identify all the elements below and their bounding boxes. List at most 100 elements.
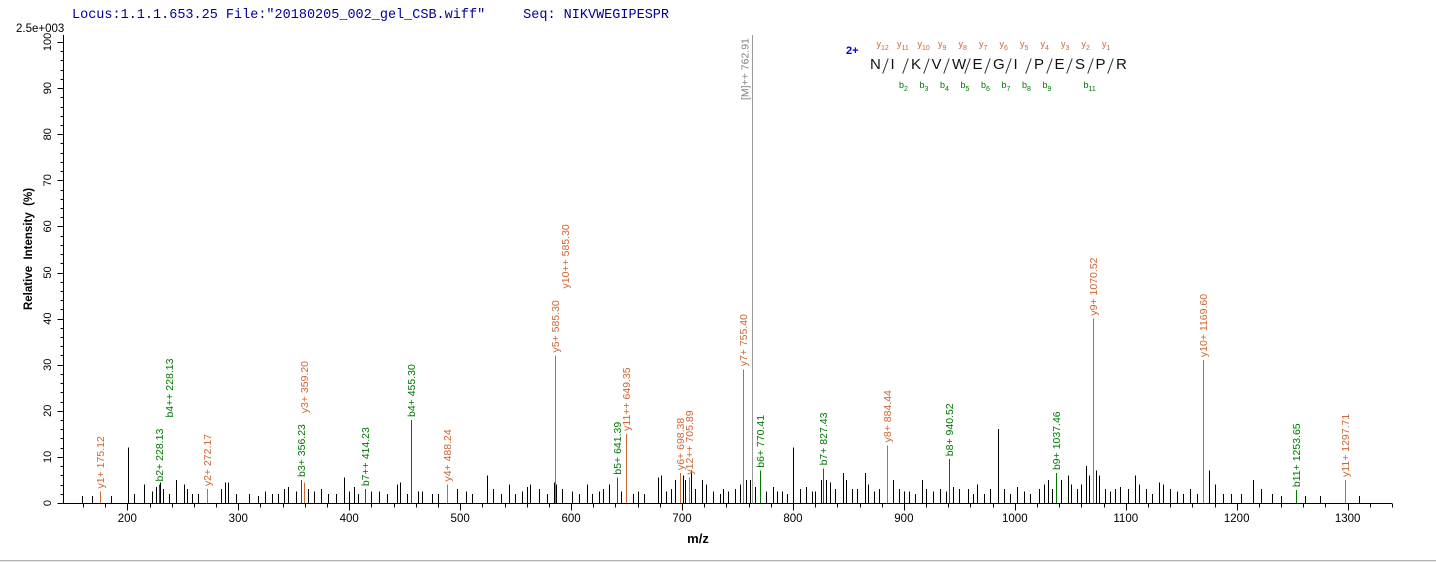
b-ion-label: b5 bbox=[960, 80, 970, 93]
y-ion-label: y2 bbox=[1081, 39, 1090, 52]
y-ion-label: y6 bbox=[999, 39, 1008, 52]
peak-label: y3+ 359.20 bbox=[299, 361, 311, 413]
peak-label: y1+ 175.12 bbox=[95, 436, 107, 488]
precursor-label: [M]++ 762.91 bbox=[740, 38, 752, 100]
y-ion-label: y3 bbox=[1061, 39, 1070, 52]
residue-letter: E bbox=[1054, 56, 1065, 73]
residue-letter: W bbox=[952, 56, 967, 73]
residue-letter: E bbox=[972, 56, 983, 73]
x-tick-label: 1000 bbox=[1002, 513, 1028, 525]
x-tick-label: 600 bbox=[561, 513, 580, 525]
y-ion-label: y4 bbox=[1040, 39, 1049, 52]
intensity-scale-label: 2.5e+003 bbox=[16, 23, 65, 35]
fragment-separator bbox=[1004, 58, 1012, 74]
fragment-separator bbox=[943, 58, 950, 74]
residue-letter: P bbox=[1095, 56, 1106, 73]
residue-letter: N bbox=[870, 56, 881, 73]
b-ion-label: b4 bbox=[940, 80, 949, 93]
peak-label: y9+ 1070.52 bbox=[1088, 257, 1100, 315]
y-tick-label: 0 bbox=[42, 500, 54, 506]
y-ion-label: y7 bbox=[979, 39, 988, 52]
y-ion-label: y10 bbox=[917, 39, 930, 52]
peak-label: b4+ 455.30 bbox=[406, 364, 418, 417]
y-ion-label: y8 bbox=[958, 39, 967, 52]
y-tick-label: 100 bbox=[42, 33, 54, 51]
residue-letter: P bbox=[1034, 56, 1045, 73]
residue-letter: V bbox=[931, 56, 942, 73]
unlabeled-peaks bbox=[82, 429, 1360, 503]
y-ion-label: y9 bbox=[938, 39, 947, 52]
x-tick-label: 1200 bbox=[1224, 513, 1250, 525]
y-tick-label: 80 bbox=[42, 128, 54, 140]
fragment-separator bbox=[1025, 58, 1032, 74]
b-ion-label: b7 bbox=[1001, 80, 1011, 93]
fragment-separator bbox=[922, 58, 930, 74]
b-ion-label: b3 bbox=[919, 80, 929, 93]
residue-letter: K bbox=[911, 56, 922, 73]
peak-label: y7+ 755.40 bbox=[738, 314, 750, 366]
peak-label: y6+ 698.38 bbox=[675, 418, 687, 470]
peak-label: y2+ 272.17 bbox=[202, 434, 214, 486]
peak-label: y11+ 1297.71 bbox=[1340, 414, 1352, 477]
peak-label: b4++ 228.13 bbox=[164, 358, 176, 417]
residue-letter: R bbox=[1116, 56, 1127, 73]
y-tick-label: 90 bbox=[42, 82, 54, 94]
peak-label: y5+ 585.30 bbox=[550, 300, 562, 352]
x-tick-label: 900 bbox=[894, 513, 913, 525]
y-tick-label: 10 bbox=[42, 451, 54, 463]
residue-letter: G bbox=[993, 56, 1005, 73]
residue-letter: S bbox=[1075, 56, 1086, 73]
peak-label: y11++ 649.35 bbox=[621, 367, 633, 431]
peak-label: y12++ 705.89 bbox=[684, 410, 696, 474]
x-tick-label: 400 bbox=[340, 513, 359, 525]
x-tick-label: 1300 bbox=[1335, 513, 1361, 525]
x-tick-label: 300 bbox=[229, 513, 248, 525]
b-ion-label: b8 bbox=[1022, 80, 1031, 93]
y-tick-label: 40 bbox=[42, 312, 54, 324]
peak-label: b9+ 1037.46 bbox=[1051, 411, 1063, 470]
fragment-separator bbox=[1086, 58, 1094, 74]
x-tick-label: 700 bbox=[672, 513, 691, 525]
fragment-separator bbox=[902, 58, 909, 74]
b-ion-label: b2 bbox=[899, 80, 908, 93]
fragment-separator bbox=[881, 58, 889, 74]
b-ion-label: b9 bbox=[1042, 80, 1052, 93]
b-ion-label: b6 bbox=[981, 80, 990, 93]
x-axis-title: m/z bbox=[687, 531, 709, 546]
y-tick-label: 60 bbox=[42, 220, 54, 232]
header-line: Locus:1.1.1.653.25 File:"20180205_002_ge… bbox=[72, 8, 669, 23]
peak-label: b11+ 1253.65 bbox=[1291, 423, 1303, 487]
fragment-separator bbox=[984, 58, 991, 74]
x-tick-label: 500 bbox=[451, 513, 470, 525]
peak-label: y10++ 585.30 bbox=[560, 224, 572, 288]
peak-label: b7+ 827.43 bbox=[818, 412, 830, 465]
peak-label: b7++ 414.23 bbox=[360, 427, 372, 486]
y-ion-label: y1 bbox=[1102, 39, 1111, 52]
y-tick-label: 20 bbox=[42, 405, 54, 417]
y-tick-label: 70 bbox=[42, 174, 54, 186]
peak-label: b5+ 641.39 bbox=[612, 422, 624, 475]
peak-label: b2+ 228.13 bbox=[154, 429, 166, 482]
x-tick-label: 800 bbox=[783, 513, 802, 525]
peak-label: b3+ 356.23 bbox=[296, 424, 308, 477]
y-ion-label: y12 bbox=[876, 39, 889, 52]
peak-label: y4+ 488.24 bbox=[442, 429, 454, 481]
residue-letter: I bbox=[890, 56, 895, 73]
x-tick-label: 200 bbox=[118, 513, 137, 525]
fragment-separator bbox=[1107, 58, 1114, 74]
residue-letter: I bbox=[1013, 56, 1018, 73]
precursor-charge-label: 2+ bbox=[846, 45, 859, 57]
seq-text: Seq: NIKVWEGIPESPR bbox=[523, 8, 669, 23]
peak-label: b8+ 940.52 bbox=[944, 403, 956, 456]
locus-file-text: Locus:1.1.1.653.25 File:"20180205_002_ge… bbox=[72, 8, 486, 23]
y-tick-label: 50 bbox=[42, 266, 54, 278]
fragment-separator bbox=[1066, 58, 1073, 74]
y-ion-label: y5 bbox=[1020, 39, 1029, 52]
y-tick-label: 30 bbox=[42, 359, 54, 371]
peak-label: y8+ 884.44 bbox=[882, 390, 894, 442]
b-ion-label: b11 bbox=[1083, 80, 1096, 93]
bottom-border bbox=[0, 560, 1436, 561]
peak-label: b6+ 770.41 bbox=[755, 415, 767, 468]
